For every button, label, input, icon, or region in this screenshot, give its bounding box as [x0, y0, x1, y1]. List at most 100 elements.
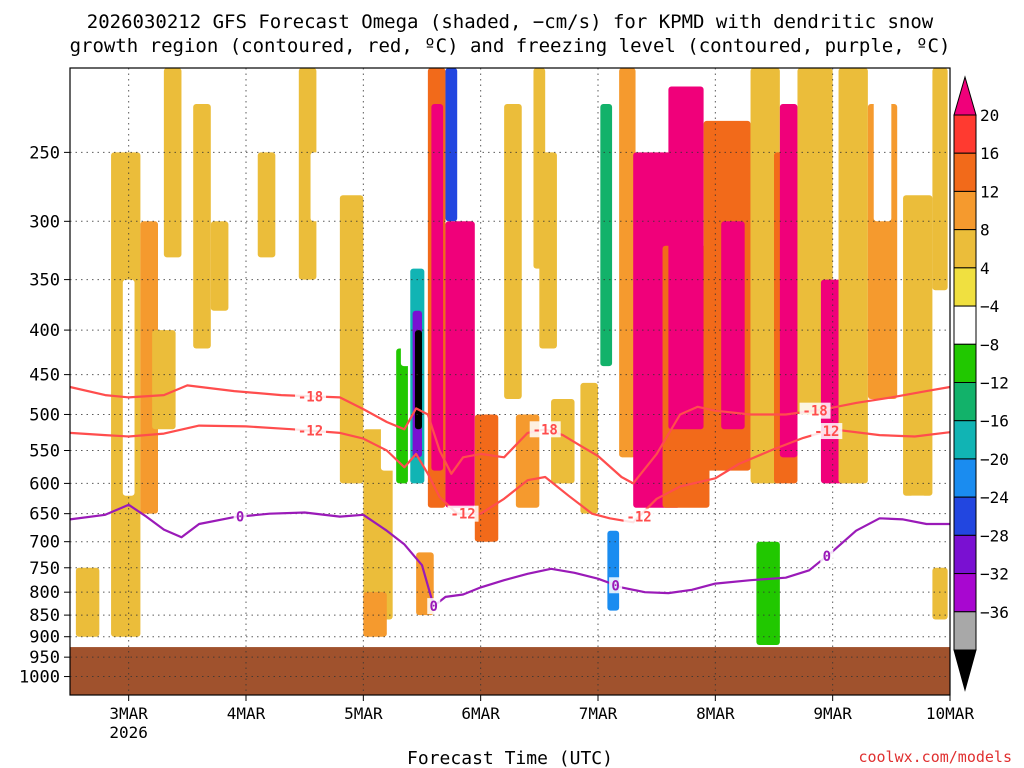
colorbar-tick-label: 4	[980, 259, 990, 278]
y-tick-label: 800	[29, 583, 60, 603]
colorbar-box	[953, 114, 977, 154]
colorbar-box	[953, 611, 977, 651]
colorbar-box	[953, 229, 977, 269]
x-tick-label: 4MAR	[227, 704, 266, 723]
omega-shade-cell	[339, 195, 364, 484]
colorbar-box	[953, 152, 977, 192]
omega-shade-cell	[539, 152, 557, 349]
y-tick-label: 850	[29, 606, 60, 626]
contour-label: -18	[802, 404, 827, 420]
colorbar-box	[953, 305, 977, 345]
colorbar-tick-label: −16	[980, 412, 1009, 431]
omega-shade-cell	[163, 68, 182, 258]
colorbar-tick-label: −28	[980, 526, 1009, 545]
y-tick-label: 650	[29, 505, 60, 525]
omega-shade-cell	[414, 330, 422, 430]
omega-shade-cell	[400, 195, 411, 367]
contour-label-bg	[820, 548, 834, 565]
omega-shade-cell	[380, 310, 399, 471]
dendritic-contour	[69, 384, 951, 485]
terrain-layer	[70, 647, 950, 695]
contour-label: 0	[611, 578, 619, 594]
omega-shade-cell	[75, 567, 100, 637]
colorbar: 20 16 12 8 4 −4 −8 −12 −16 −20 −24 −28 −32 −36	[953, 75, 1009, 692]
contour-label: -12	[626, 510, 651, 526]
contour-label-bg	[447, 505, 479, 522]
plot-frame	[69, 67, 951, 696]
colorbar-tick-label: −24	[980, 488, 1009, 507]
colorbar-tick-label: −32	[980, 565, 1009, 584]
colorbar-bottom-triangle	[953, 649, 977, 692]
dendritic-contour	[69, 424, 951, 524]
contour-label-bg	[427, 598, 441, 615]
y-tick-label: 1000	[19, 668, 60, 688]
x-axis-label: Forecast Time (UTC)	[407, 748, 613, 768]
omega-shade-cell	[339, 541, 364, 593]
omega-shade-cell	[257, 152, 276, 258]
contour-label: 0	[823, 549, 831, 565]
colorbar-tick-label: 8	[980, 221, 990, 240]
y-tick-label: 550	[29, 442, 60, 462]
omega-shade-cell	[600, 104, 613, 367]
y-tick-label: 300	[29, 212, 60, 232]
omega-shade-cell	[668, 86, 704, 430]
chart-title-line-2: growth region (contoured, red, ºC) and f…	[70, 35, 951, 57]
omega-shade-cell	[750, 68, 780, 484]
x-tick-label: 10MAR	[926, 704, 975, 723]
contour-label-bg	[295, 388, 327, 405]
omega-shade-cell	[431, 104, 444, 471]
omega-shade-cell	[474, 414, 499, 542]
colorbar-tick-label: −8	[980, 335, 999, 354]
omega-shade-cell	[850, 495, 868, 553]
omega-shade-cell	[607, 530, 620, 611]
x-tick-label: 3MAR	[109, 704, 148, 723]
colorbar-box	[953, 573, 977, 613]
x-tick-label: 7MAR	[579, 704, 618, 723]
contour-label-bg	[609, 577, 623, 594]
omega-shade-cell	[721, 221, 745, 430]
colorbar-tick-label: 16	[980, 144, 999, 163]
omega-shade-cell	[568, 68, 587, 280]
contour-label-bg	[295, 422, 327, 439]
y-tick-label: 500	[29, 405, 60, 425]
y-axis: 2503003504004505005506006507007508008509…	[19, 143, 70, 688]
contour-label-bg	[529, 421, 561, 438]
omega-shade-cell	[451, 562, 464, 620]
omega-shade-cell	[298, 68, 317, 280]
contour-label: -12	[450, 507, 475, 523]
x-tick-label: 9MAR	[813, 704, 852, 723]
contour-label: 0	[236, 510, 244, 526]
omega-shade-cell	[873, 68, 892, 222]
omega-shade-cell	[363, 592, 387, 637]
contour-label: -12	[298, 424, 323, 440]
colorbar-box	[953, 343, 977, 383]
omega-shade-cell	[623, 541, 763, 646]
colorbar-tick-label: −36	[980, 603, 1009, 622]
omega-shade-cell	[838, 68, 868, 484]
credit-text: coolwx.com/models	[858, 748, 1012, 766]
colorbar-box	[953, 534, 977, 575]
y-tick-label: 750	[29, 559, 60, 579]
omega-shade-cell	[504, 104, 522, 400]
colorbar-box	[953, 458, 977, 498]
omega-shade-cell	[908, 495, 927, 573]
freezing-level-contour	[69, 503, 950, 608]
omega-shade-cell	[310, 152, 329, 222]
omega-shade-cell	[210, 221, 229, 311]
contour-label-bg	[799, 402, 831, 419]
y-tick-label: 400	[29, 321, 60, 341]
colorbar-tick-label: −20	[980, 450, 1009, 469]
colorbar-box	[953, 267, 977, 307]
contour-label-bg	[233, 508, 247, 525]
omega-shade-cell	[396, 348, 408, 484]
y-tick-label: 700	[29, 533, 60, 553]
omega-shade-cell	[445, 68, 458, 222]
x-tick-label: 5MAR	[344, 704, 383, 723]
omega-shade-cell	[932, 567, 948, 620]
y-tick-label: 600	[29, 474, 60, 494]
chart-title-line-1: 2026030212 GFS Forecast Omega (shaded, −…	[87, 11, 934, 33]
colorbar-tick-label: 20	[980, 106, 999, 125]
colorbar-tick-label: 12	[980, 182, 999, 201]
omega-shade-cell	[152, 330, 176, 430]
